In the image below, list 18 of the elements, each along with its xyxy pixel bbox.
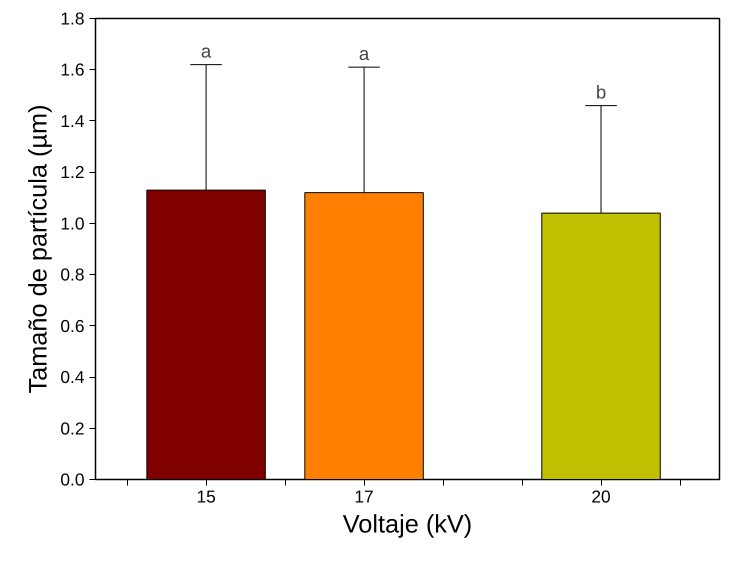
y-tick-label: 0.2 xyxy=(60,418,85,438)
y-tick-label: 1.4 xyxy=(60,110,85,131)
y-tick-label: 0.0 xyxy=(60,470,85,490)
x-axis-title: Voltaje (kV) xyxy=(342,510,472,538)
y-axis-title: Tamaño de partícula (µm) xyxy=(24,104,52,394)
y-tick-label: 0.8 xyxy=(60,264,85,285)
y-tick-label: 1.2 xyxy=(60,162,85,182)
x-tick-label: 15 xyxy=(196,486,216,506)
y-tick-label: 1.6 xyxy=(60,60,85,80)
annotation: a xyxy=(200,40,212,62)
annotation: a xyxy=(358,43,370,64)
x-tick-label: 20 xyxy=(591,486,611,506)
y-tick-label: 1.8 xyxy=(60,8,85,28)
y-tick-label: 1.0 xyxy=(60,213,85,234)
x-tick-label: 17 xyxy=(354,486,374,506)
y-tick-label: 0.6 xyxy=(60,316,85,336)
annotation: b xyxy=(596,82,606,103)
y-tick-label: 0.4 xyxy=(60,367,85,388)
